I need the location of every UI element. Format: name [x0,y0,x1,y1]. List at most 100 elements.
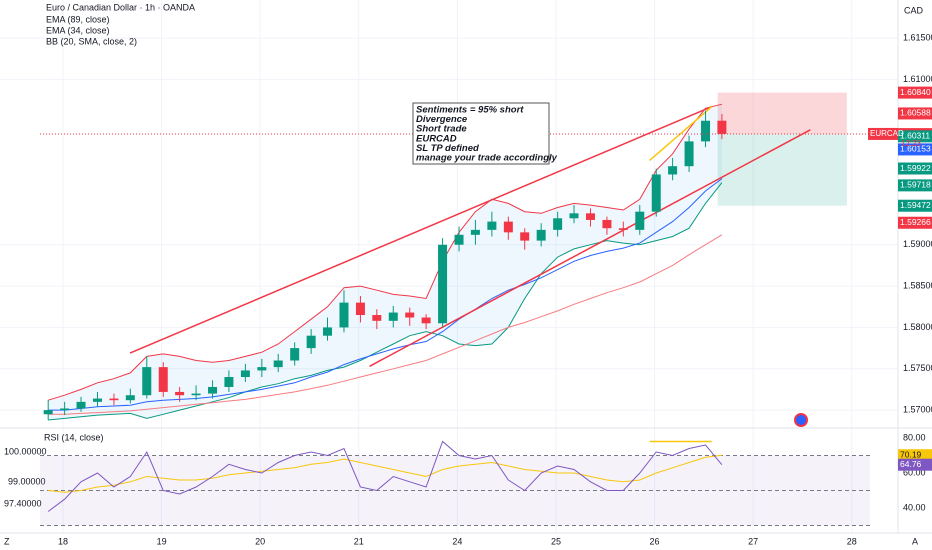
candle-body [240,370,250,378]
price-tag-label: 1.59472 [900,200,931,210]
candle-body [273,360,283,368]
price-tag [898,179,932,192]
price-tag-label: 1.60588 [900,108,931,118]
y-tick-label: 1.58000 [903,322,932,332]
price-tag [898,86,932,99]
left-label: 97.40000 [4,498,42,508]
countdown: 12:23 [901,139,922,148]
stop-zone [717,92,847,135]
indicator-label: BB (20, SMA, close, 2) [46,36,137,46]
note-line: Sentiments = 95% short [416,105,524,116]
grid [0,0,898,533]
target-zone [717,134,847,206]
candle-body [503,221,513,233]
candle-body [388,312,398,321]
left-label: 99.00000 [8,476,46,486]
candle-body [405,312,415,318]
candle-body [208,386,218,394]
candle-body [684,141,694,167]
candle-body [553,218,563,230]
candle-body [191,393,201,396]
x-tick-label: 26 [650,536,660,546]
candle-body [60,408,70,411]
note-line: Short trade [416,124,467,135]
bb-upper [48,103,723,401]
y-tick-label: 1.59000 [903,239,932,249]
note-line: EURCAD [416,133,457,144]
y-tick-label: 1.61500 [903,32,932,42]
note-line: Divergence [416,114,468,125]
candle-body [717,120,727,134]
candle-body [421,317,431,324]
candle-body [536,229,546,241]
indicator-label: EMA (34, close) [46,25,110,35]
price-tag-label: 1.59718 [900,180,931,190]
price-tag [898,458,932,471]
symbol-tag-label: EURCAD [870,129,904,138]
candle-body [92,398,102,402]
candle-body [701,120,711,142]
x-tick-label: 18 [58,536,68,546]
candle-body [569,213,579,219]
rsi-tick-label: 80.00 [903,432,926,442]
symbol-tag [868,127,898,140]
price-tag [898,130,932,143]
x-tick-label: 28 [847,536,857,546]
candle-body [175,391,185,396]
note-line: SL TP defined [416,143,479,154]
note-box [412,102,550,165]
price-tag-label: 1.59922 [900,163,931,173]
indicator-label: EMA (89, close) [46,14,110,24]
rsi-label: RSI (14, close) [44,432,104,442]
x-tick-label: 27 [748,536,758,546]
x-tick-label: 20 [255,536,265,546]
candle-body [602,219,612,229]
x-tick-label: 19 [157,536,167,546]
candle-body [651,174,661,212]
candle-body [618,228,628,230]
candle-body [142,367,152,396]
candle-body [224,377,234,387]
candle-body [372,315,382,321]
price-tag [898,143,932,156]
candle-body [438,244,448,324]
candle-body [306,335,316,349]
x-tick-label: 24 [452,536,462,546]
rsi-tick-label: 40.00 [903,502,926,512]
left-label: 100.00000 [4,446,47,456]
price-tag-label: 64.76 [900,459,922,469]
candle-body [585,213,595,220]
candle-body [43,410,53,415]
candle-body [257,367,267,371]
y-tick-label: 1.57000 [903,404,932,414]
trendline [129,106,712,354]
currency: CAD [904,5,924,15]
event-icon[interactable] [794,413,808,427]
x-tick-label: 25 [551,536,561,546]
bb-fill [48,104,722,421]
candle-body [487,221,497,230]
candle-body [520,232,530,241]
candle-body [635,211,645,230]
candle-body [323,327,333,336]
chart-title: Euro / Canadian Dollar · 1h · OANDA [46,2,195,12]
rsi-line [47,440,723,512]
candle-body [158,367,168,392]
candle-body [668,166,678,175]
rsi-ma [48,454,722,493]
candle-body [125,395,135,401]
candle-body [76,401,86,409]
x-tick-label: 21 [354,536,364,546]
price-tag [898,449,932,462]
rsi-tick-label: 60.00 [903,467,926,477]
price-tag [898,107,932,120]
price-tag-label: 70.19 [900,449,922,459]
candle-body [290,348,300,361]
candle-body [109,398,119,401]
candle-body [339,302,349,328]
price-tag-label: 1.60311 [900,131,930,141]
candle-body [470,229,480,235]
